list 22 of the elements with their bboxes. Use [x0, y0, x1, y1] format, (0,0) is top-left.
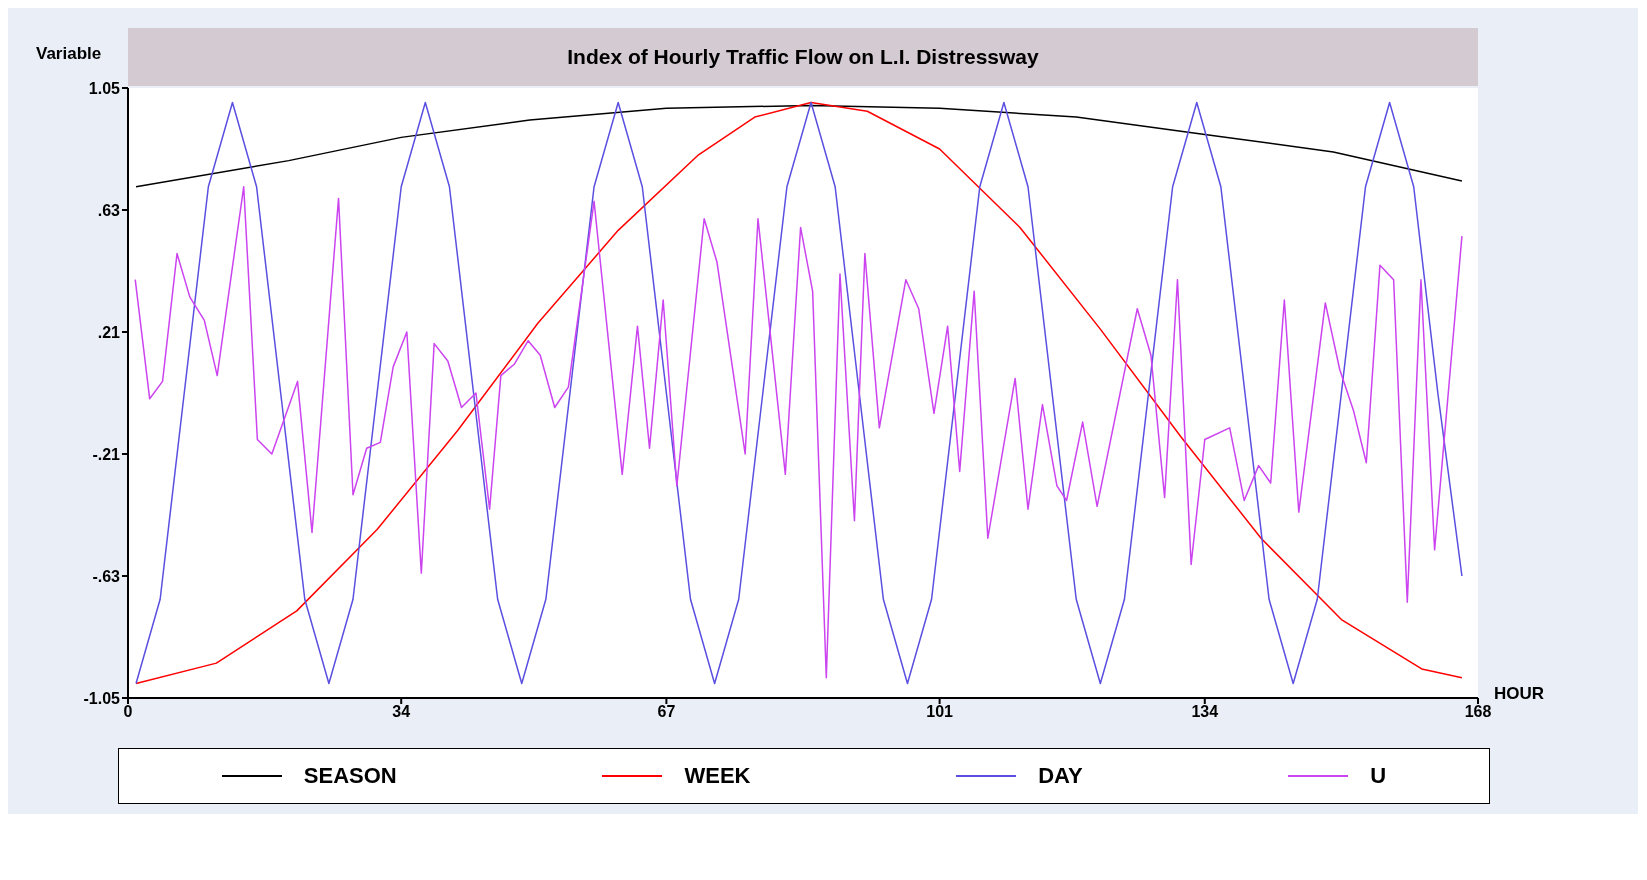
legend-label: DAY — [1038, 763, 1083, 789]
y-tick-label: -1.05 — [83, 689, 121, 707]
x-tick-label: 0 — [123, 703, 133, 721]
legend-label: SEASON — [303, 763, 397, 789]
chart-title: Index of Hourly Traffic Flow on L.I. Distressway — [128, 28, 1478, 86]
x-axis-title: HOUR — [1494, 684, 1545, 704]
x-tick-label: 34 — [392, 703, 411, 721]
x-tick-label: 101 — [926, 703, 954, 721]
y-tick-label: 1.05 — [88, 79, 121, 97]
line-series — [134, 186, 1463, 679]
line-series — [135, 104, 1463, 188]
line-series — [135, 101, 1463, 685]
y-tick-label: -.21 — [92, 445, 121, 463]
x-tick-label: 67 — [657, 703, 676, 721]
x-tick-label: 168 — [1464, 703, 1492, 721]
y-axis-title: Variable — [36, 44, 102, 64]
y-tick-label: .21 — [97, 323, 121, 341]
x-tick-label: 134 — [1191, 703, 1219, 721]
y-tick-label: .63 — [97, 201, 121, 219]
legend-label: U — [1370, 763, 1387, 789]
y-tick-label: -.63 — [92, 567, 121, 585]
legend-label: WEEK — [684, 763, 751, 789]
